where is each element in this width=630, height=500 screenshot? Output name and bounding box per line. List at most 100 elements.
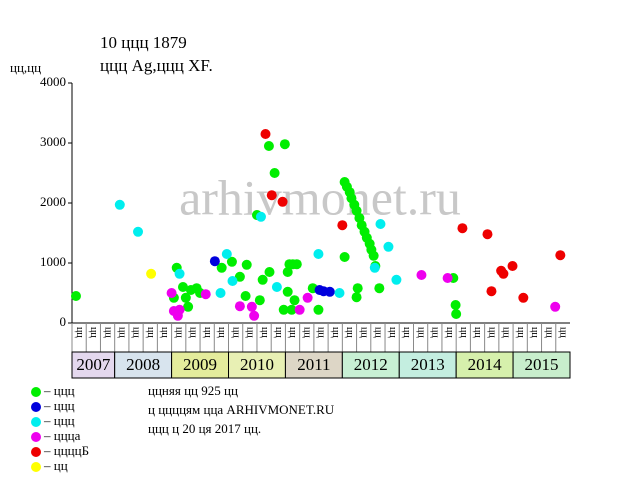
data-point [263,141,274,151]
data-point [174,268,185,279]
data-point [368,250,379,261]
data-point [177,282,188,292]
year-label: 2014 [468,355,503,374]
data-point [282,267,293,277]
data-point [339,252,350,262]
data-point [166,288,177,298]
year-label: 2009 [183,355,217,374]
column-label: цц [316,327,327,338]
data-point [324,286,335,297]
data-point [70,291,81,301]
data-point [226,256,237,267]
year-band [284,351,343,379]
data-point [416,270,427,280]
data-point [255,211,266,222]
column-label: цц [387,327,398,338]
data-point [302,292,313,303]
data-point [240,291,251,301]
data-point [241,259,252,270]
data-point [457,223,468,234]
data-point [282,286,293,297]
legend-label: – цц [43,458,68,473]
legend-marker [31,402,41,412]
data-point [482,229,493,240]
year-label: 2012 [354,355,388,374]
column-label: цц [259,327,270,338]
column-label: цц [202,327,213,338]
data-point [391,274,402,285]
data-point [498,268,509,279]
legend-label: – ццца [43,428,81,443]
data-point [451,309,462,319]
data-point [291,259,302,270]
data-point [216,262,227,273]
data-point [555,250,566,261]
y-tick-label: 3000 [40,134,66,149]
legend-label: – ццц [43,398,75,413]
data-point [271,282,282,292]
legend-marker [31,387,41,397]
column-label: цц [216,327,227,338]
data-point [249,310,260,321]
column-label: цц [159,327,170,338]
y-axis-label: цц,цц [10,60,41,75]
data-point [279,139,290,150]
column-label: цц [415,327,426,338]
year-label: 2015 [525,355,559,374]
data-point [442,273,453,283]
column-label: цц [173,327,184,338]
column-label: цц [245,327,256,338]
data-point [337,220,348,231]
column-label: цц [145,327,156,338]
year-label: 2007 [76,355,111,374]
year-label: 2013 [411,355,445,374]
data-point [369,262,380,273]
column-label: цц [188,327,199,338]
column-label: цц [472,327,483,338]
column-label: цц [301,327,312,338]
data-point [133,226,144,237]
data-point [313,304,324,315]
data-point [383,241,394,252]
chart-subtitle: ццц Ag,ццц XF. [100,56,213,75]
column-label: цц [344,327,355,338]
data-point [352,283,363,294]
data-point [351,292,362,303]
data-point [550,301,561,312]
year-label: 2011 [297,355,330,374]
data-point [215,288,226,298]
column-label: цц [529,327,540,338]
data-point [507,261,518,271]
data-point [260,129,271,139]
year-band [455,351,514,379]
data-point [227,276,238,286]
column-label: цц [501,327,512,338]
column-label: цц [330,327,341,338]
year-band [71,351,116,379]
legend-label: – ццц [43,413,75,428]
year-band [171,351,230,379]
column-label: цц [401,327,412,338]
column-label: цц [102,327,113,338]
note: ццц ц 20 ця 2017 цц. [148,421,261,436]
data-point [375,219,386,229]
column-label: цц [458,327,469,338]
column-label: цц [117,327,128,338]
year-band [398,351,457,379]
data-point [374,283,385,294]
data-point [254,295,265,306]
data-point [450,300,461,310]
data-point [180,292,191,303]
data-point [518,292,529,303]
data-point [234,301,245,312]
data-point [266,190,277,201]
note: ц ццццям цца ARHIVMONET.RU [148,402,335,417]
watermark: arhivmonet.ru [179,169,461,225]
column-label: цц [543,327,554,338]
data-point [289,295,300,306]
column-label: цц [444,327,455,338]
column-label: цц [131,327,142,338]
data-point [200,289,211,300]
legend-marker [31,417,41,427]
